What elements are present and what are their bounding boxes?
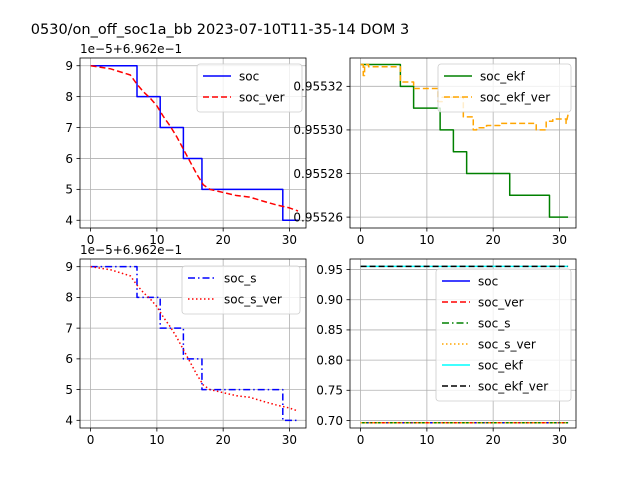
y-tick-label: 9 <box>65 260 73 274</box>
legend-label: soc_ekf <box>480 70 526 84</box>
axes-frame <box>79 258 307 429</box>
x-tick-label: 0 <box>87 233 95 247</box>
x-tick-label: 20 <box>216 233 231 247</box>
y-tick-label: 0.90 <box>316 293 343 307</box>
x-tick-label: 20 <box>486 233 501 247</box>
x-tick-label: 10 <box>419 233 434 247</box>
y-tick-label: 9 <box>65 59 73 73</box>
series-group <box>90 265 299 422</box>
series-group <box>90 64 299 222</box>
y-tick-label: 0.95526 <box>293 210 343 224</box>
y-tick-label: 8 <box>65 90 73 104</box>
x-tick-label: 30 <box>552 233 567 247</box>
x-tick-label: 20 <box>216 433 231 447</box>
y-tick-label: 0.70 <box>316 414 343 428</box>
axes-frame <box>349 57 577 229</box>
legend-label: soc <box>478 275 498 289</box>
y-tick-label: 8 <box>65 291 73 305</box>
legend-label: soc_ekf <box>478 359 524 373</box>
x-tick-label: 0 <box>357 233 365 247</box>
y-offset-text: 1e−5+6.962e−1 <box>80 243 182 257</box>
y-tick-label: 6 <box>65 152 73 166</box>
legend-label: soc <box>239 70 259 84</box>
x-tick-label: 0 <box>87 433 95 447</box>
axes-frame <box>349 258 577 429</box>
series-group <box>360 265 569 424</box>
y-tick-label: 0.95528 <box>293 167 343 181</box>
y-tick-label: 0.85 <box>316 323 343 337</box>
axes-bottom-right: 0 10 20 30 0.70 0.75 0.80 0.85 0.90 0.95 soc soc_ve… <box>316 258 577 447</box>
y-tick-label: 6 <box>65 352 73 366</box>
y-tick-label: 4 <box>65 214 73 228</box>
y-tick-label: 5 <box>65 183 73 197</box>
y-offset-text: 1e−5+6.962e−1 <box>80 42 182 56</box>
x-tick-label: 10 <box>149 433 164 447</box>
y-tick-label: 0.80 <box>316 353 343 367</box>
legend-box <box>181 265 301 315</box>
legend-label: soc_ver <box>239 91 285 105</box>
axes-top-left: 0 10 20 30 4 5 6 7 8 9 1e−5+6.962e−1 soc soc_ver <box>65 42 307 247</box>
y-tick-label: 0.95532 <box>293 80 343 94</box>
figure-title: 0530/on_off_soc1a_bb 2023-07-10T11-35-14… <box>31 22 409 38</box>
legend-label: soc_s_ver <box>224 293 282 307</box>
y-tick-label: 5 <box>65 383 73 397</box>
x-tick-label: 10 <box>149 233 164 247</box>
x-tick-label: 10 <box>419 433 434 447</box>
y-tick-label: 0.95 <box>316 263 343 277</box>
x-tick-label: 30 <box>282 433 297 447</box>
axes-top-right: 0 10 20 30 0.95526 0.95528 0.95530 0.95532 soc_e… <box>293 57 577 247</box>
series-line-soc_ekf <box>360 63 569 218</box>
x-tick-label: 0 <box>357 433 365 447</box>
legend-label: soc_s <box>224 272 256 286</box>
axes-bottom-left: 0 10 20 30 4 5 6 7 8 9 1e−5+6.962e−1 soc_s soc_s_ver <box>65 243 307 447</box>
y-tick-label: 7 <box>65 121 73 135</box>
series-line-soc_ver <box>90 64 299 212</box>
x-tick-label: 30 <box>552 433 567 447</box>
legend-label: soc_ekf_ver <box>478 380 548 394</box>
axes-frame <box>79 57 307 229</box>
y-tick-label: 0.95530 <box>293 123 343 137</box>
series-line-soc <box>90 64 299 222</box>
y-tick-label: 4 <box>65 414 73 428</box>
series-line-soc_s <box>90 265 299 422</box>
series-group <box>360 63 569 218</box>
x-tick-label: 20 <box>486 433 501 447</box>
legend-label: soc_ver <box>478 296 524 310</box>
x-tick-label: 30 <box>282 233 297 247</box>
legend-label: soc_s_ver <box>478 338 536 352</box>
series-line-soc_s_ver <box>90 265 299 412</box>
legend-label: soc_ekf_ver <box>480 91 550 105</box>
y-tick-label: 0.75 <box>316 384 343 398</box>
y-tick-label: 7 <box>65 321 73 335</box>
series-line-soc_ekf_ver <box>360 63 569 131</box>
legend-label: soc_s <box>478 317 510 331</box>
